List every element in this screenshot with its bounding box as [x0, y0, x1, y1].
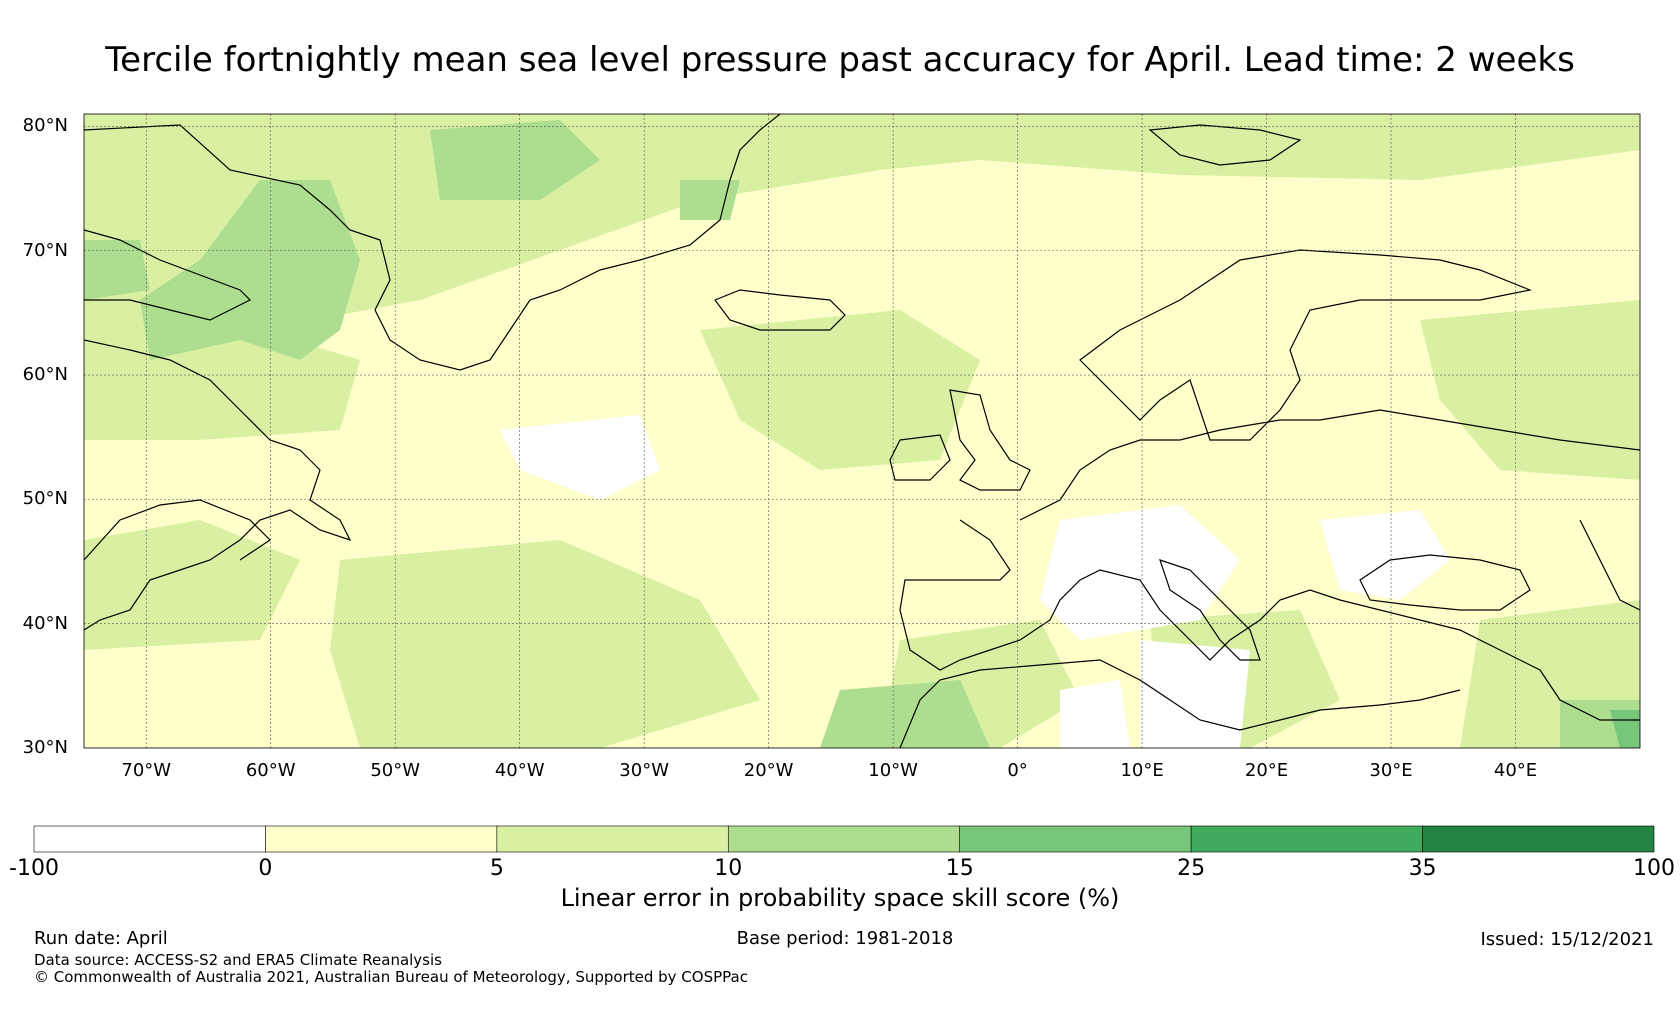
colorbar-segment [959, 825, 1192, 853]
skill-shading [84, 114, 1640, 748]
chart-title: Tercile fortnightly mean sea level press… [105, 40, 1575, 80]
latitude-tick-label: 30°N [22, 737, 68, 758]
longitude-tick-label: 60°W [245, 760, 296, 781]
colorbar-segment [496, 825, 729, 853]
copyright: © Commonwealth of Australia 2021, Austra… [34, 968, 748, 986]
longitude-tick-label: 10°W [868, 760, 918, 781]
longitude-tick-label: 40°W [494, 760, 545, 781]
colorbar-tick-label: -100 [9, 856, 59, 881]
colorbar-segment [33, 825, 266, 853]
colorbar-tick-label: 25 [1177, 856, 1206, 881]
latitude-tick-label: 70°N [22, 239, 68, 261]
colorbar-tick-label: 35 [1408, 856, 1437, 881]
longitude-tick-label: 50°W [370, 760, 421, 781]
colorbar-segment [265, 825, 498, 853]
graticule [84, 114, 1640, 748]
longitude-tick-label: 20°W [743, 760, 794, 781]
longitude-tick-label: 70°W [121, 760, 172, 781]
latitude-tick-label: 80°N [22, 115, 68, 137]
colorbar-tick-label: 0 [258, 856, 273, 881]
longitude-tick-label: 10°E [1120, 760, 1164, 781]
longitude-tick-label: 30°E [1369, 760, 1413, 781]
longitude-tick-label: 40°E [1493, 760, 1538, 781]
colorbar-tick-label: 10 [714, 856, 743, 881]
data-source: Data source: ACCESS-S2 and ERA5 Climate … [34, 951, 442, 969]
colorbar-tick-label: 15 [945, 856, 974, 881]
base-period: Base period: 1981-2018 [736, 928, 954, 949]
latitude-tick-label: 60°N [22, 364, 68, 386]
longitude-tick-label: 0° [1007, 760, 1028, 781]
longitude-tick-label: 30°W [619, 760, 669, 781]
colorbar-title: Linear error in probability space skill … [560, 884, 1120, 912]
colorbar-tick-label: 100 [1633, 856, 1675, 881]
colorbar-segment [1190, 825, 1423, 853]
colorbar [33, 825, 1655, 853]
latitude-tick-label: 50°N [22, 488, 68, 510]
issued-date: Issued: 15/12/2021 [1480, 929, 1654, 950]
colorbar-tick-label: 5 [489, 856, 504, 881]
latitude-tick-label: 40°N [22, 612, 68, 634]
longitude-tick-label: 20°E [1244, 760, 1289, 781]
map-frame [83, 113, 1641, 749]
colorbar-segment [727, 825, 961, 853]
coastlines [84, 114, 1640, 748]
colorbar-segment [1422, 825, 1655, 853]
run-date: Run date: April [34, 928, 168, 949]
